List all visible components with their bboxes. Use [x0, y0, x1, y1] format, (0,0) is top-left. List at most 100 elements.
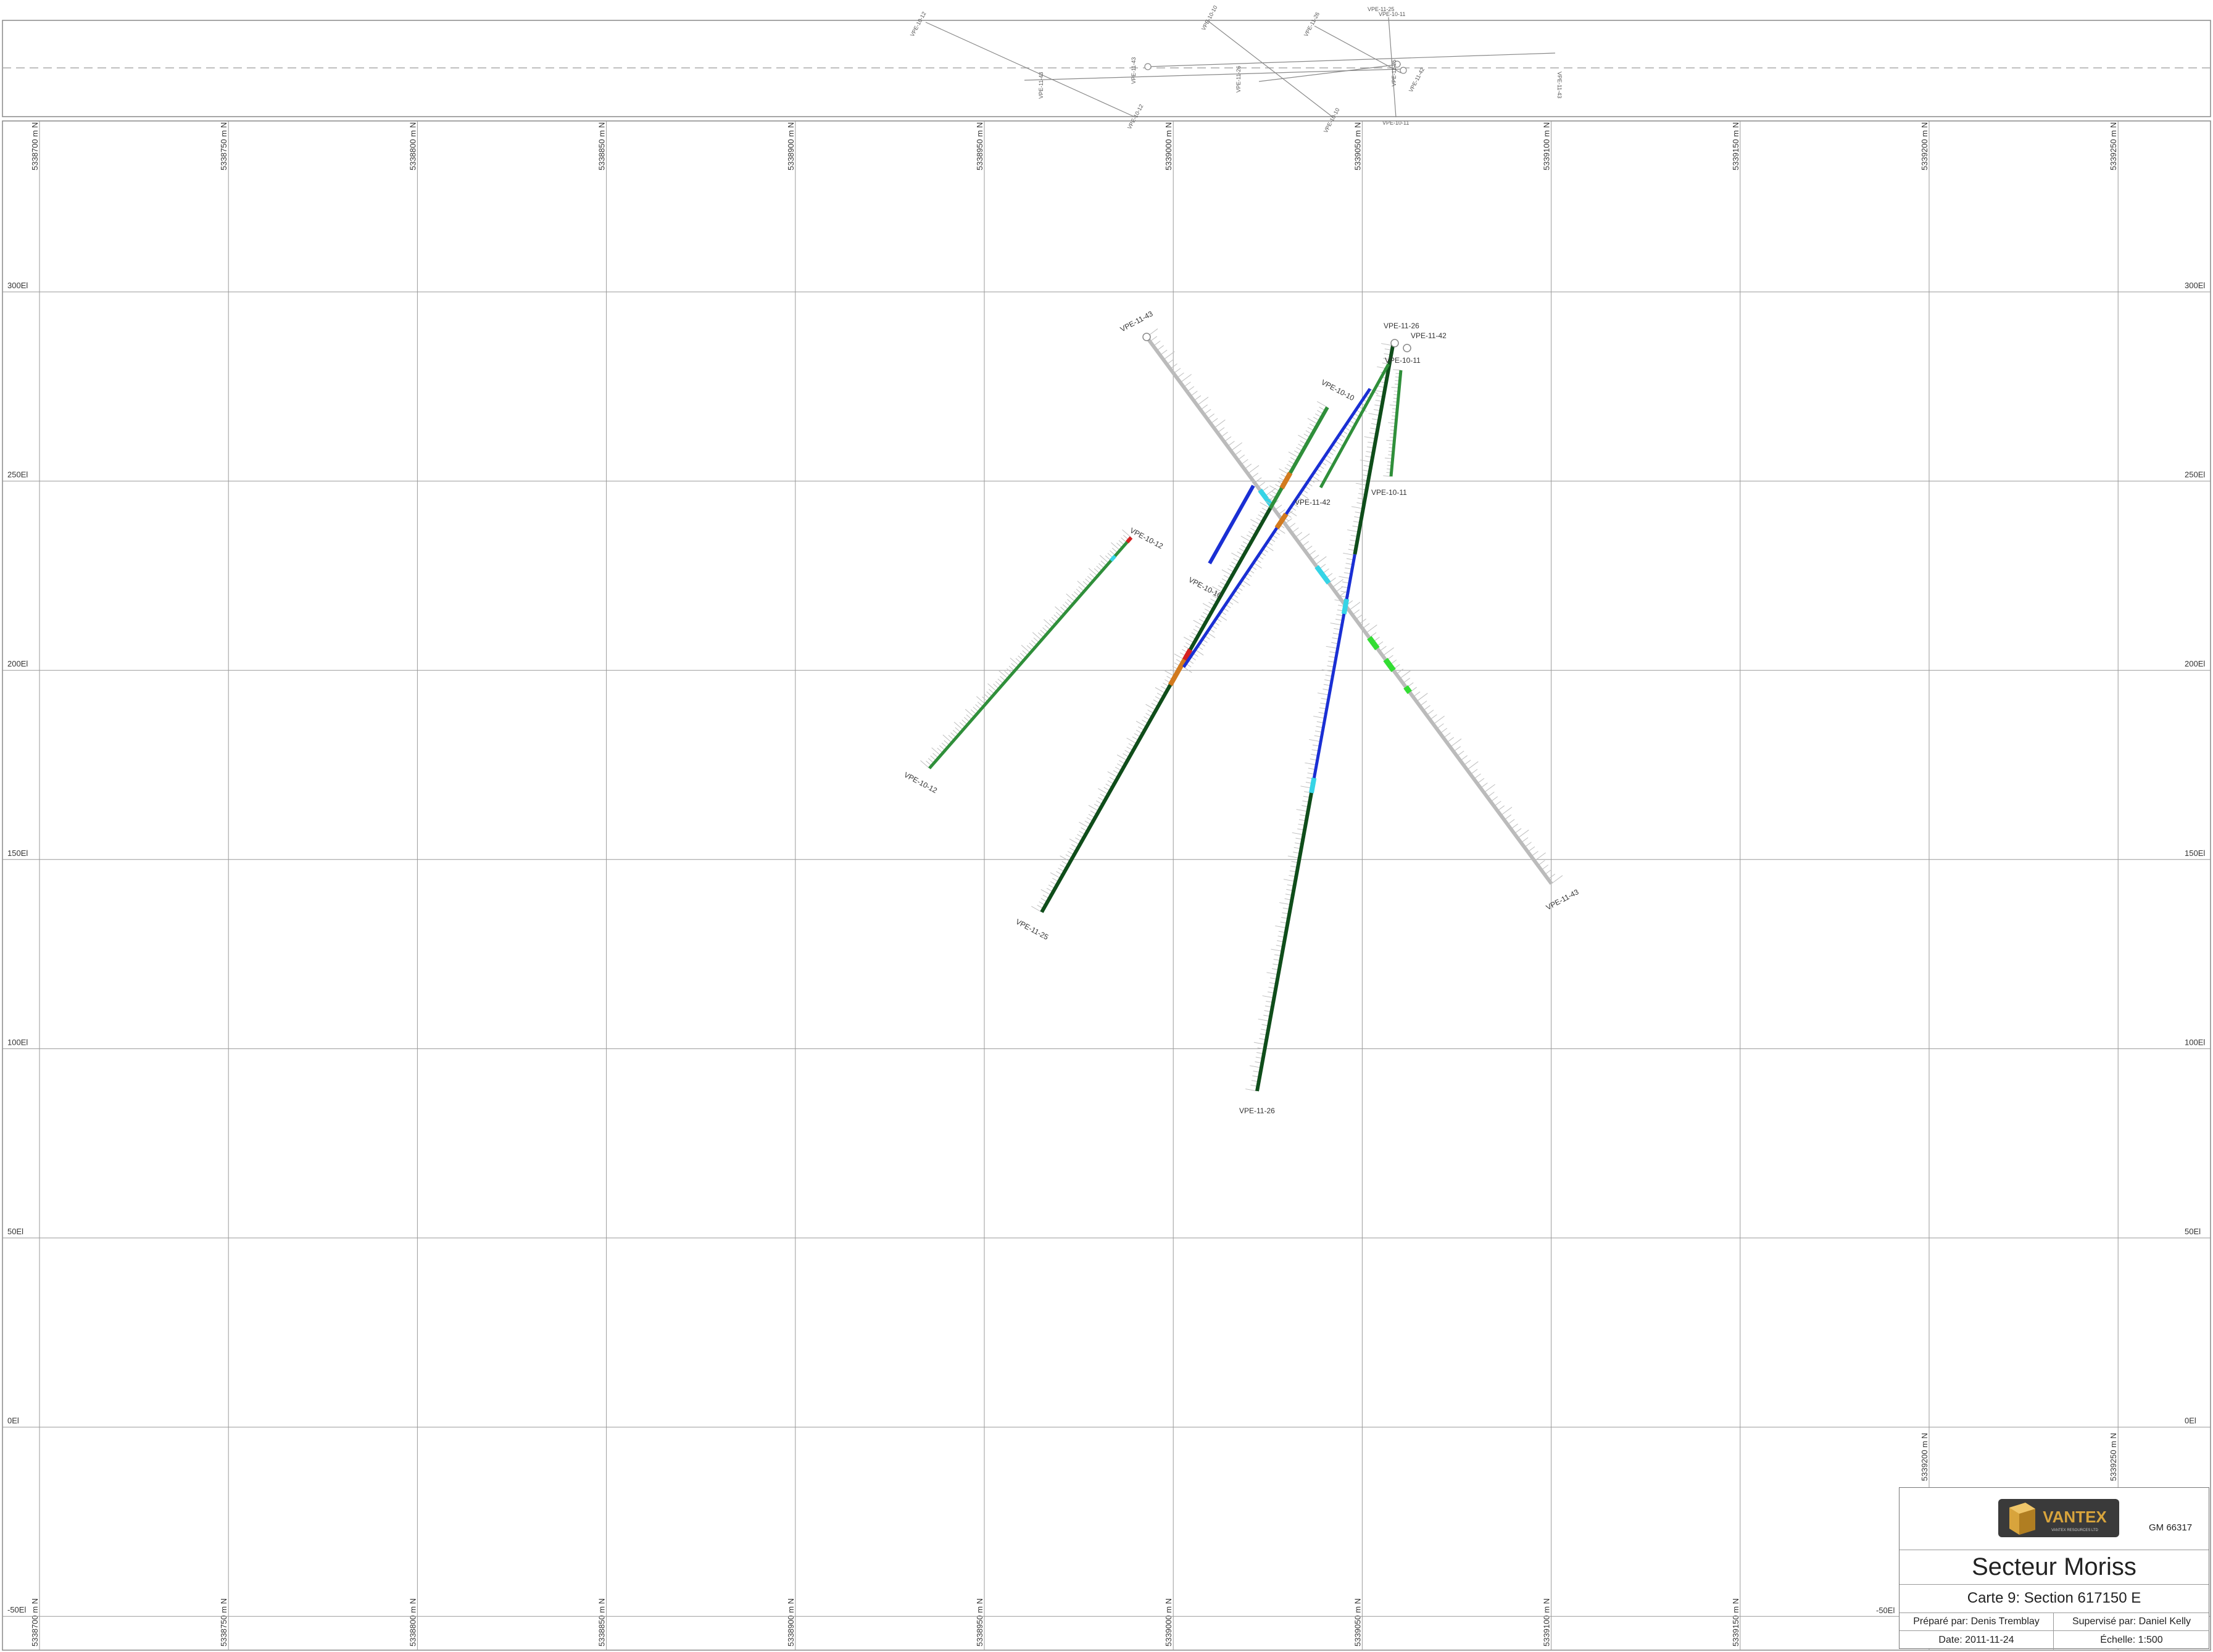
- depth-tick: [1292, 832, 1304, 836]
- depth-tick: [1107, 771, 1118, 778]
- logo-wordmark: VANTEX: [2043, 1508, 2107, 1526]
- depth-tick: [1099, 555, 1109, 563]
- depth-tick: [1335, 441, 1343, 447]
- depth-tick: [1551, 875, 1563, 884]
- northing-label-top: 5338800 m N: [408, 122, 417, 170]
- trace-interval: [1279, 471, 1293, 489]
- hole-label-end: VPE-11-42: [1295, 498, 1331, 507]
- scale: Échelle: 1:500: [2100, 1635, 2163, 1645]
- northing-label-top: 5339200 m N: [1920, 122, 1929, 170]
- depth-tick: [1044, 619, 1053, 628]
- depth-tick: [1116, 754, 1128, 762]
- depth-tick: [1231, 552, 1242, 559]
- northing-label-top: 5338750 m N: [219, 122, 228, 170]
- depth-tick: [1249, 1065, 1261, 1068]
- depth-tick: [1326, 645, 1338, 649]
- depth-tick: [1050, 872, 1061, 879]
- depth-tick: [1275, 925, 1287, 929]
- depth-tick: [942, 734, 952, 743]
- depth-tick: [1332, 579, 1343, 588]
- depth-tick: [1088, 568, 1098, 576]
- hole-vpe-11-26: VPE-11-26 VPE-11-26: [1239, 322, 1419, 1115]
- plan-label: VPE-11-26: [1235, 66, 1242, 93]
- plan-collar: [1144, 63, 1152, 70]
- depth-tick: [1309, 739, 1321, 742]
- title-block: VANTEX VANTEX RESOURCES LTD GM 66317 Sec…: [1899, 1487, 2209, 1650]
- depth-tick: [1264, 545, 1274, 552]
- depth-tick: [1288, 451, 1299, 459]
- depth-tick: [1343, 552, 1355, 556]
- northing-label-bottom: 5339100 m N: [1542, 1598, 1551, 1646]
- trace-interval: [1389, 370, 1403, 477]
- depth-tick: [1283, 879, 1295, 882]
- depth-tick: [1031, 906, 1042, 913]
- depth-tick: [1347, 529, 1360, 533]
- logo-subtitle: VANTEX RESOURCES LTD: [2051, 1529, 2098, 1532]
- trace-interval: [1274, 512, 1289, 529]
- depth-tick: [1360, 459, 1372, 463]
- gm-number: GM 66317: [2149, 1522, 2193, 1533]
- depth-tick: [1317, 401, 1328, 408]
- depth-tick: [1287, 855, 1300, 858]
- collar-marker: [1390, 339, 1399, 347]
- elevation-label-left: 100El: [7, 1037, 28, 1047]
- hole-label-collar: VPE-10-10: [1320, 378, 1356, 402]
- depth-tick: [1311, 475, 1321, 482]
- depth-tick: [1240, 536, 1252, 542]
- depth-tick: [1317, 692, 1329, 695]
- depth-tick: [1348, 602, 1361, 611]
- depth-tick: [1060, 855, 1071, 862]
- elevation-label-right: 0El: [2185, 1416, 2196, 1426]
- depth-tick: [1218, 615, 1227, 621]
- depth-tick: [1339, 576, 1351, 579]
- depth-tick: [1381, 343, 1393, 346]
- depth-tick: [1433, 715, 1445, 724]
- depth-tick: [1260, 502, 1271, 509]
- depth-tick: [1364, 436, 1376, 439]
- northing-label-bottom: 5338900 m N: [786, 1598, 795, 1646]
- prepared-by: Préparé par: Denis Tremblay: [1900, 1613, 2054, 1631]
- northing-label-inner: 5339200 m N: [1920, 1433, 1929, 1481]
- trace-interval: [928, 536, 1132, 770]
- depth-tick: [1534, 852, 1546, 861]
- depth-tick: [1055, 606, 1065, 615]
- grid: 5338700 m N 5338700 m N 5338750 m N 5338750…: [2, 121, 2211, 1650]
- depth-tick: [1262, 995, 1274, 998]
- depth-tick: [1321, 669, 1334, 672]
- depth-tick: [931, 747, 941, 756]
- depth-tick: [1183, 636, 1195, 644]
- northing-label-top: 5339250 m N: [2109, 122, 2118, 170]
- depth-tick: [1266, 972, 1279, 975]
- collar-marker: [1403, 344, 1411, 352]
- elevation-label-left: 50El: [7, 1227, 23, 1236]
- northing-label-top: 5338850 m N: [597, 122, 607, 170]
- depth-tick: [1366, 625, 1377, 634]
- depth-tick: [1250, 518, 1261, 526]
- hole-vpe-11-42: VPE-11-42 VPE-11-42: [1295, 331, 1447, 507]
- elevation-label-left: -50El: [7, 1605, 26, 1614]
- plan-view-frame: [2, 20, 2211, 117]
- depth-tick: [1180, 374, 1192, 383]
- depth-tick: [1313, 716, 1326, 719]
- depth-tick: [965, 708, 974, 718]
- logo-row: VANTEX VANTEX RESOURCES LTD GM 66317: [1900, 1488, 2209, 1550]
- depth-tick: [1040, 889, 1052, 896]
- depth-tick: [1098, 788, 1109, 795]
- depth-tick: [1195, 649, 1204, 656]
- elevation-label-right: 150El: [2185, 849, 2205, 858]
- plan-label: VPE-10-11: [1382, 120, 1409, 126]
- depth-tick: [1500, 807, 1513, 816]
- depth-tick: [1206, 632, 1216, 638]
- northing-label-bottom: 5339000 m N: [1164, 1598, 1173, 1646]
- hole-label-collar: VPE-11-43: [1119, 309, 1155, 334]
- northing-label-top: 5339150 m N: [1731, 122, 1740, 170]
- depth-tick: [1450, 738, 1462, 747]
- plan-label: VPE-11-25: [1368, 6, 1394, 12]
- plan-label: VPE-10-12: [909, 10, 928, 38]
- northing-label-top: 5339050 m N: [1353, 122, 1362, 170]
- trace-interval: [1040, 507, 1273, 913]
- northing-label-bottom: 5338800 m N: [408, 1598, 417, 1646]
- depth-tick: [1077, 581, 1087, 589]
- northing-label-bottom: 5338750 m N: [219, 1598, 228, 1646]
